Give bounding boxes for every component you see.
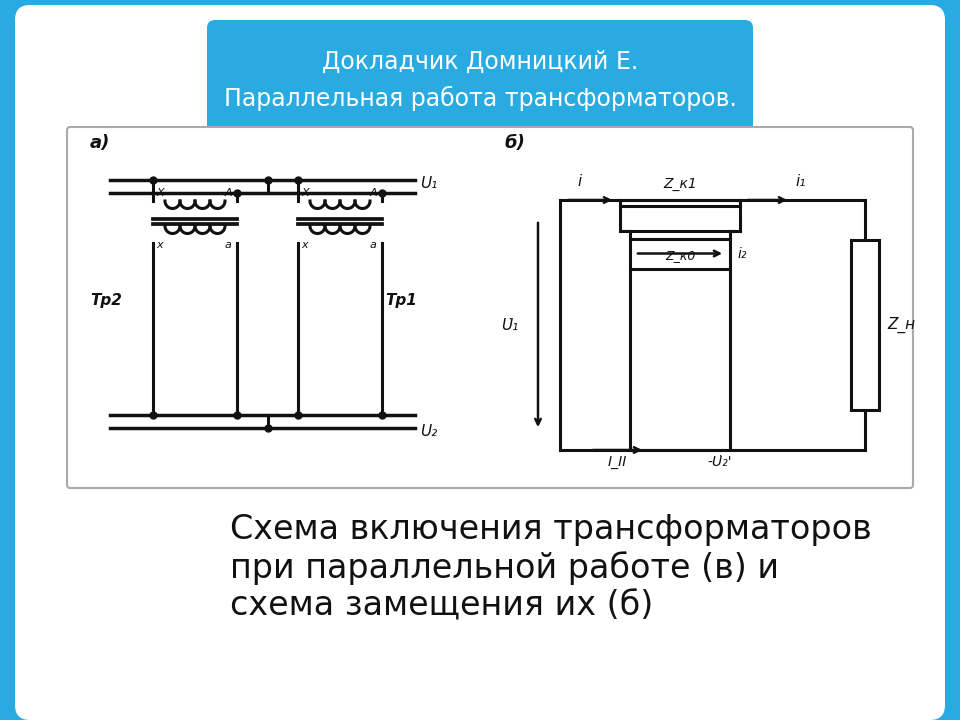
Text: Z_н: Z_н (887, 317, 915, 333)
Text: Докладчик Домницкий Е.: Докладчик Домницкий Е. (322, 50, 638, 74)
Text: Тр2: Тр2 (90, 293, 122, 308)
Text: Схема включения трансформаторов: Схема включения трансформаторов (230, 513, 872, 546)
Text: а): а) (90, 134, 110, 152)
Text: i₁: i₁ (795, 174, 805, 189)
Text: -U̇₂': -U̇₂' (708, 455, 732, 469)
Text: а: а (225, 240, 232, 250)
FancyBboxPatch shape (207, 20, 753, 136)
Bar (630, 238, 730, 269)
Text: U₂: U₂ (420, 423, 437, 438)
FancyBboxPatch shape (67, 127, 913, 488)
Text: Х: Х (156, 188, 163, 198)
Text: Параллельная работа трансформаторов.: Параллельная работа трансформаторов. (224, 86, 736, 111)
Text: при параллельной работе (в) и: при параллельной работе (в) и (230, 551, 779, 585)
Text: б): б) (505, 134, 526, 152)
Text: х: х (156, 240, 162, 250)
Bar (851, 240, 879, 410)
Text: Тр1: Тр1 (385, 293, 417, 308)
Text: схема замещения их (б): схема замещения их (б) (230, 590, 653, 623)
Text: I_II: I_II (608, 455, 627, 469)
Text: i₂: i₂ (738, 246, 748, 261)
Text: Z_к0: Z_к0 (665, 249, 695, 262)
FancyBboxPatch shape (15, 5, 945, 720)
Text: х: х (301, 240, 307, 250)
Text: U̇₁: U̇₁ (501, 318, 518, 333)
Text: U₁: U₁ (420, 176, 437, 191)
Text: Х: Х (301, 188, 308, 198)
Text: i: i (578, 174, 582, 189)
Text: а: а (370, 240, 377, 250)
Text: Z_к1: Z_к1 (663, 177, 697, 191)
Text: А: А (370, 188, 377, 198)
Bar (620, 205, 740, 230)
Text: А: А (225, 188, 232, 198)
